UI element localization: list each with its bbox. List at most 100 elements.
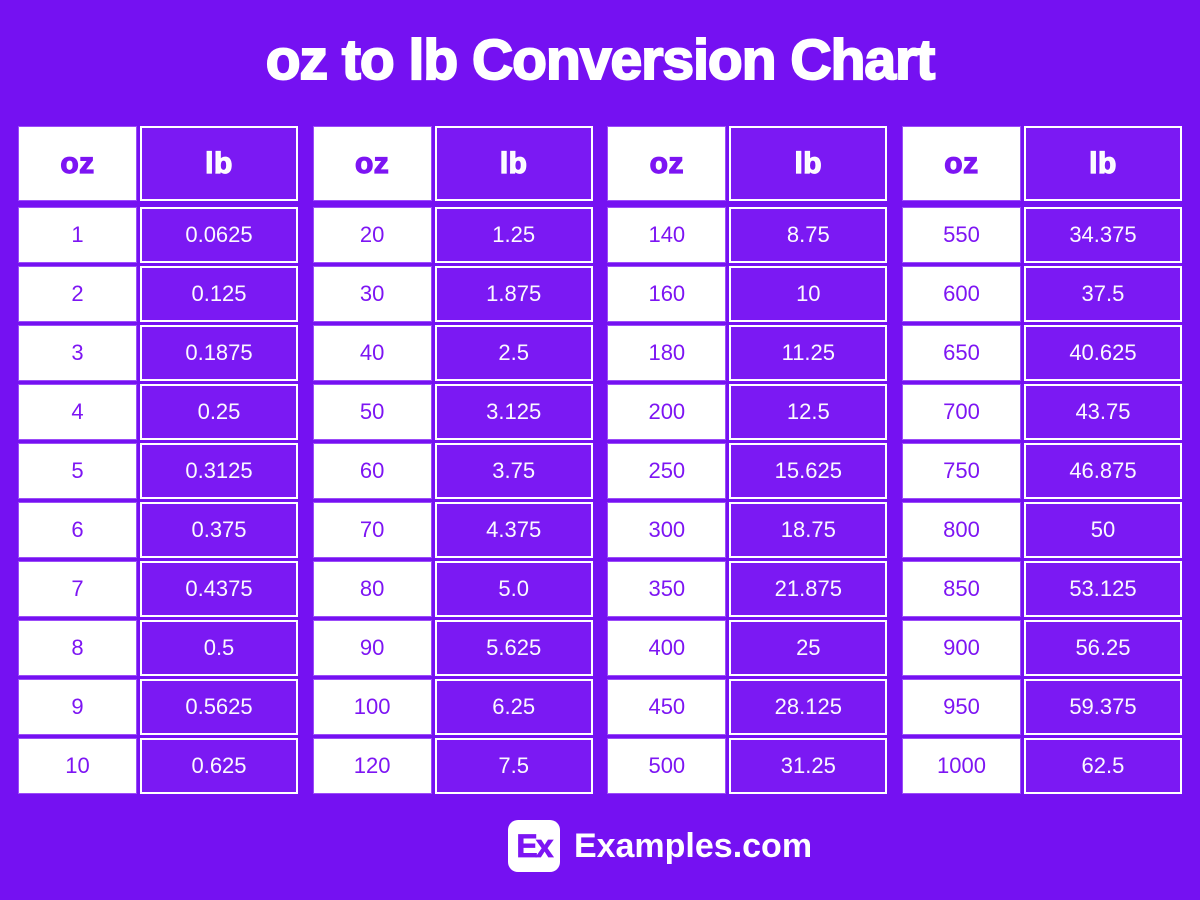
lb-value-cell: 0.5625 [140, 679, 298, 735]
lb-value-cell: 0.375 [140, 502, 298, 558]
lb-value-cell: 40.625 [1023, 325, 1182, 381]
oz-value-cell: 20 [312, 207, 432, 263]
lb-value-cell: 2.5 [434, 325, 593, 381]
lb-column: lb 34.375 37.5 40.625 43.75 46.875 50 53.125 56… [1023, 126, 1182, 794]
lb-value-cell: 37.5 [1023, 266, 1182, 322]
oz-column-header: oz [901, 126, 1021, 201]
lb-value-cell: 62.5 [1023, 738, 1182, 794]
oz-value-cell: 850 [901, 561, 1021, 617]
oz-column: oz 550 600 650 700 750 800 850 900 950 1000 [901, 126, 1021, 794]
oz-value-cell: 120 [312, 738, 432, 794]
oz-value-cell: 750 [901, 443, 1021, 499]
oz-value-cell: 350 [607, 561, 727, 617]
lb-value-cell: 43.75 [1023, 384, 1182, 440]
lb-value-cell: 10 [729, 266, 888, 322]
oz-value-cell: 300 [607, 502, 727, 558]
oz-value-cell: 9 [18, 679, 137, 735]
examples-logo-icon: Ex [507, 820, 560, 872]
lb-value-cell: 59.375 [1023, 679, 1182, 735]
lb-column: lb 0.0625 0.125 0.1875 0.25 0.3125 0.375 0.437… [140, 126, 298, 794]
oz-value-cell: 180 [607, 325, 727, 381]
oz-value-cell: 4 [18, 384, 137, 440]
lb-value-cell: 0.25 [140, 384, 298, 440]
conversion-table-4: oz 550 600 650 700 750 800 850 900 950 1000 lb 34… [901, 126, 1182, 794]
oz-value-cell: 60 [312, 443, 432, 499]
lb-value-cell: 34.375 [1023, 207, 1182, 263]
lb-value-cell: 56.25 [1023, 620, 1182, 676]
oz-value-cell: 400 [607, 620, 727, 676]
oz-value-cell: 900 [901, 620, 1021, 676]
lb-value-cell: 0.0625 [140, 207, 298, 263]
lb-value-cell: 5.0 [434, 561, 593, 617]
lb-value-cell: 12.5 [729, 384, 888, 440]
oz-value-cell: 500 [607, 738, 727, 794]
lb-value-cell: 0.5 [140, 620, 298, 676]
oz-value-cell: 90 [312, 620, 432, 676]
oz-value-cell: 10 [18, 738, 137, 794]
lb-value-cell: 46.875 [1023, 443, 1182, 499]
lb-column: lb 1.25 1.875 2.5 3.125 3.75 4.375 5.0 5.625 6.2… [434, 126, 593, 794]
oz-value-cell: 200 [607, 384, 727, 440]
oz-value-cell: 8 [18, 620, 137, 676]
page-title: oz to lb Conversion Chart [265, 27, 937, 93]
lb-column: lb 8.75 10 11.25 12.5 15.625 18.75 21.875 25 28.… [729, 126, 888, 794]
lb-value-cell: 0.125 [140, 266, 298, 322]
lb-column-header: lb [729, 126, 888, 201]
oz-value-cell: 160 [607, 266, 727, 322]
conversion-table-3: oz 140 160 180 200 250 300 350 400 450 500 lb 8.7… [607, 126, 888, 794]
lb-value-cell: 5.625 [434, 620, 593, 676]
brand-name: Examples.com [573, 826, 813, 865]
lb-value-cell: 11.25 [729, 325, 888, 381]
lb-value-cell: 15.625 [729, 443, 888, 499]
oz-value-cell: 2 [18, 266, 137, 322]
lb-value-cell: 28.125 [729, 679, 888, 735]
lb-value-cell: 1.875 [434, 266, 593, 322]
oz-value-cell: 6 [18, 502, 137, 558]
oz-value-cell: 40 [312, 325, 432, 381]
lb-column-header: lb [434, 126, 593, 201]
oz-value-cell: 80 [312, 561, 432, 617]
conversion-tables: oz 1 2 3 4 5 6 7 8 9 10 lb 0.0625 0.125 0.1875 0.25 0… [0, 126, 1200, 794]
oz-value-cell: 600 [901, 266, 1021, 322]
conversion-table-1: oz 1 2 3 4 5 6 7 8 9 10 lb 0.0625 0.125 0.1875 0.25 0… [18, 126, 298, 794]
lb-value-cell: 0.625 [140, 738, 298, 794]
oz-value-cell: 800 [901, 502, 1021, 558]
oz-column: oz 140 160 180 200 250 300 350 400 450 500 [607, 126, 727, 794]
lb-value-cell: 3.75 [434, 443, 593, 499]
lb-value-cell: 0.4375 [140, 561, 298, 617]
oz-value-cell: 7 [18, 561, 137, 617]
lb-value-cell: 1.25 [434, 207, 593, 263]
oz-column-header: oz [18, 126, 137, 201]
lb-value-cell: 4.375 [434, 502, 593, 558]
lb-value-cell: 18.75 [729, 502, 888, 558]
oz-value-cell: 3 [18, 325, 137, 381]
oz-value-cell: 1 [18, 207, 137, 263]
lb-column-header: lb [140, 126, 298, 201]
oz-value-cell: 100 [312, 679, 432, 735]
oz-value-cell: 650 [901, 325, 1021, 381]
oz-value-cell: 700 [901, 384, 1021, 440]
oz-column-header: oz [312, 126, 432, 201]
oz-value-cell: 550 [901, 207, 1021, 263]
oz-column: oz 20 30 40 50 60 70 80 90 100 120 [312, 126, 432, 794]
oz-column: oz 1 2 3 4 5 6 7 8 9 10 [18, 126, 137, 794]
oz-value-cell: 30 [312, 266, 432, 322]
lb-value-cell: 31.25 [729, 738, 888, 794]
lb-value-cell: 50 [1023, 502, 1182, 558]
lb-value-cell: 53.125 [1023, 561, 1182, 617]
lb-value-cell: 21.875 [729, 561, 888, 617]
lb-value-cell: 7.5 [434, 738, 593, 794]
oz-column-header: oz [607, 126, 727, 201]
footer-brand: Ex Examples.com [0, 820, 1200, 872]
oz-value-cell: 50 [312, 384, 432, 440]
lb-column-header: lb [1023, 126, 1182, 201]
oz-value-cell: 140 [607, 207, 727, 263]
oz-value-cell: 950 [901, 679, 1021, 735]
oz-value-cell: 1000 [901, 738, 1021, 794]
oz-value-cell: 250 [607, 443, 727, 499]
lb-value-cell: 3.125 [434, 384, 593, 440]
lb-value-cell: 6.25 [434, 679, 593, 735]
oz-value-cell: 450 [607, 679, 727, 735]
lb-value-cell: 25 [729, 620, 888, 676]
